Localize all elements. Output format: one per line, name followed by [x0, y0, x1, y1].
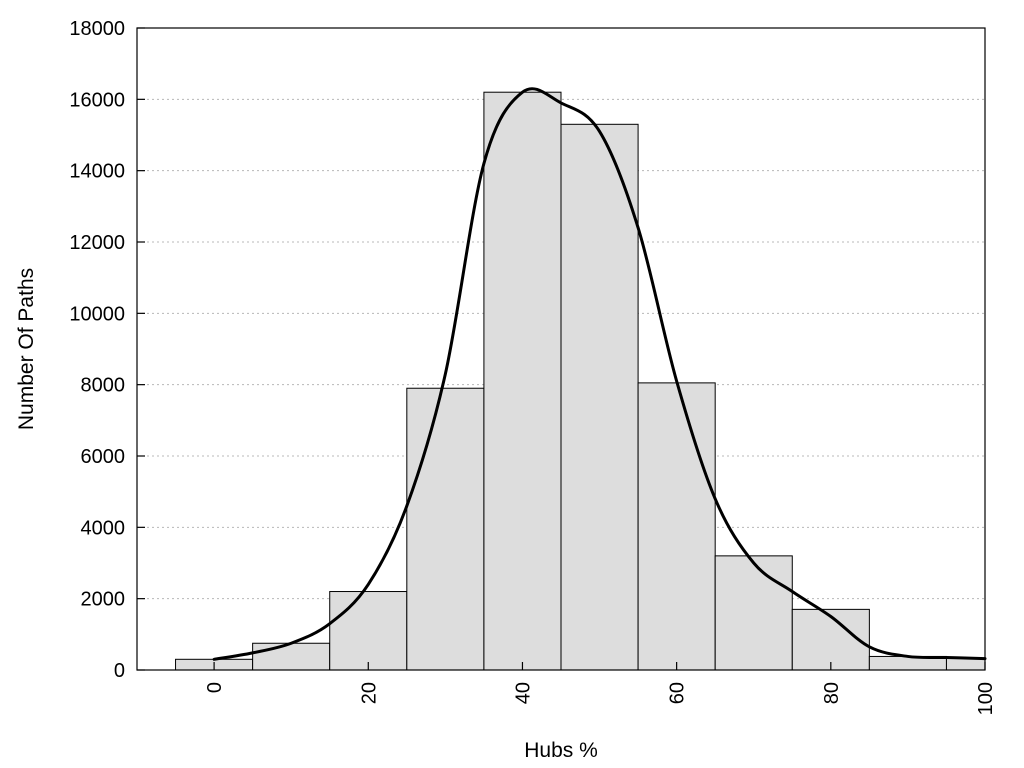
x-axis-label: Hubs %	[524, 739, 598, 762]
x-tick-label-0: 0	[204, 682, 226, 693]
y-tick-label-1: 2000	[81, 589, 126, 611]
plot-frame	[136, 27, 986, 671]
x-tick-label-4: 80	[821, 682, 843, 704]
x-tick-label-2: 40	[512, 682, 534, 704]
density-curve-line	[212, 87, 987, 661]
histogram-bar-10	[945, 657, 986, 671]
gridlines	[137, 98, 985, 600]
histogram-bar-2	[329, 591, 408, 671]
y-tick-label-5: 10000	[69, 303, 125, 325]
histogram-bar-5	[560, 123, 639, 671]
x-tick-label-5: 100	[975, 682, 997, 715]
y-tick-label-8: 16000	[69, 89, 125, 111]
y-tick-label-2: 4000	[81, 517, 126, 539]
density-curve	[212, 87, 987, 661]
y-tick-label-0: 0	[114, 660, 125, 682]
y-tick-label-4: 8000	[81, 375, 126, 397]
x-tick-label-1: 20	[358, 682, 380, 704]
y-tick-label-7: 14000	[69, 161, 125, 183]
y-axis-ticks: 0 2000 4000 6000 8000 10000 12000 14000 16000 180…	[69, 18, 145, 682]
histogram-bar-7	[714, 555, 793, 671]
y-axis-label: Number Of Paths	[15, 268, 38, 430]
histogram-bar-3	[406, 387, 485, 671]
y-tick-label-3: 6000	[81, 446, 126, 468]
x-tick-label-3: 60	[667, 682, 689, 704]
y-tick-label-6: 12000	[69, 232, 125, 254]
y-tick-label-9: 18000	[69, 18, 125, 40]
histogram-bar-4	[483, 91, 562, 671]
histogram-bar-6	[637, 382, 716, 671]
x-axis-ticks: 0 20 40 60 80 100	[204, 662, 997, 715]
histogram-bar-1	[252, 642, 331, 671]
